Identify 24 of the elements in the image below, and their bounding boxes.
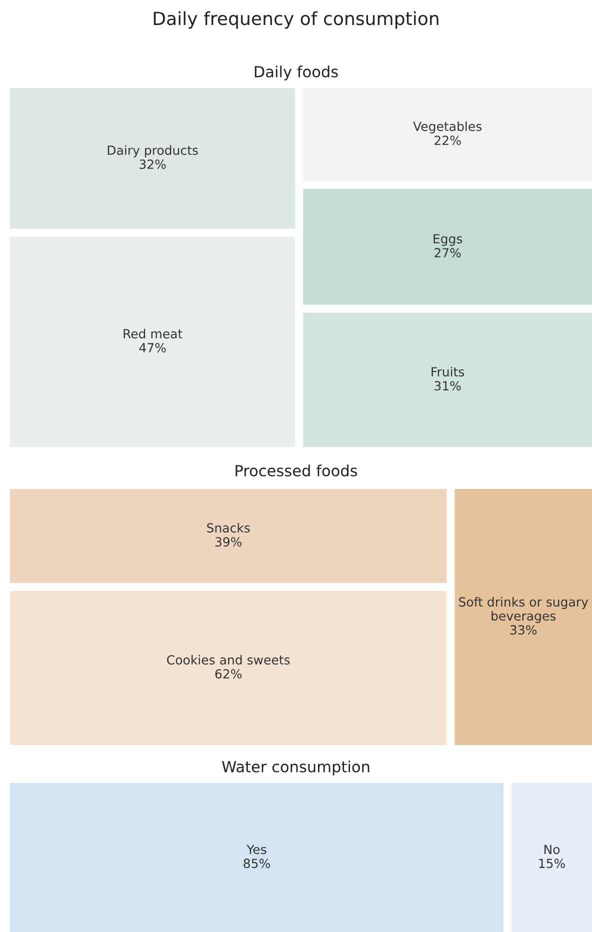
category-label: No: [544, 844, 560, 854]
data-label: 32%: [140, 160, 166, 169]
data-label: 62%: [215, 669, 242, 679]
category-label: Dairy products: [108, 145, 198, 158]
category-label: Snacks: [207, 522, 250, 533]
data-label: 85%: [244, 858, 270, 868]
category-label: Fruits: [432, 366, 464, 377]
category-label: Vegetables: [413, 121, 482, 134]
data-label: 15%: [539, 858, 565, 868]
data-label: 22%: [434, 136, 461, 146]
data-label: 39%: [215, 537, 242, 547]
data-label: 47%: [139, 343, 166, 352]
category-label: Red meat: [124, 328, 182, 338]
category-label: Eggs: [434, 234, 462, 246]
text: Water consumption: [222, 760, 370, 776]
category-label: Yes: [246, 844, 266, 854]
data-label: 33%: [510, 625, 537, 635]
category-label: Cookies and sweets: [167, 654, 290, 665]
text: Daily foods: [254, 66, 338, 80]
text: Daily frequency of consumption: [154, 11, 438, 29]
data-label: 31%: [434, 381, 461, 391]
category-label: Soft drinks or sugary beverages: [459, 596, 588, 624]
text: Processed foods: [236, 464, 358, 476]
data-label: 27%: [434, 248, 461, 258]
